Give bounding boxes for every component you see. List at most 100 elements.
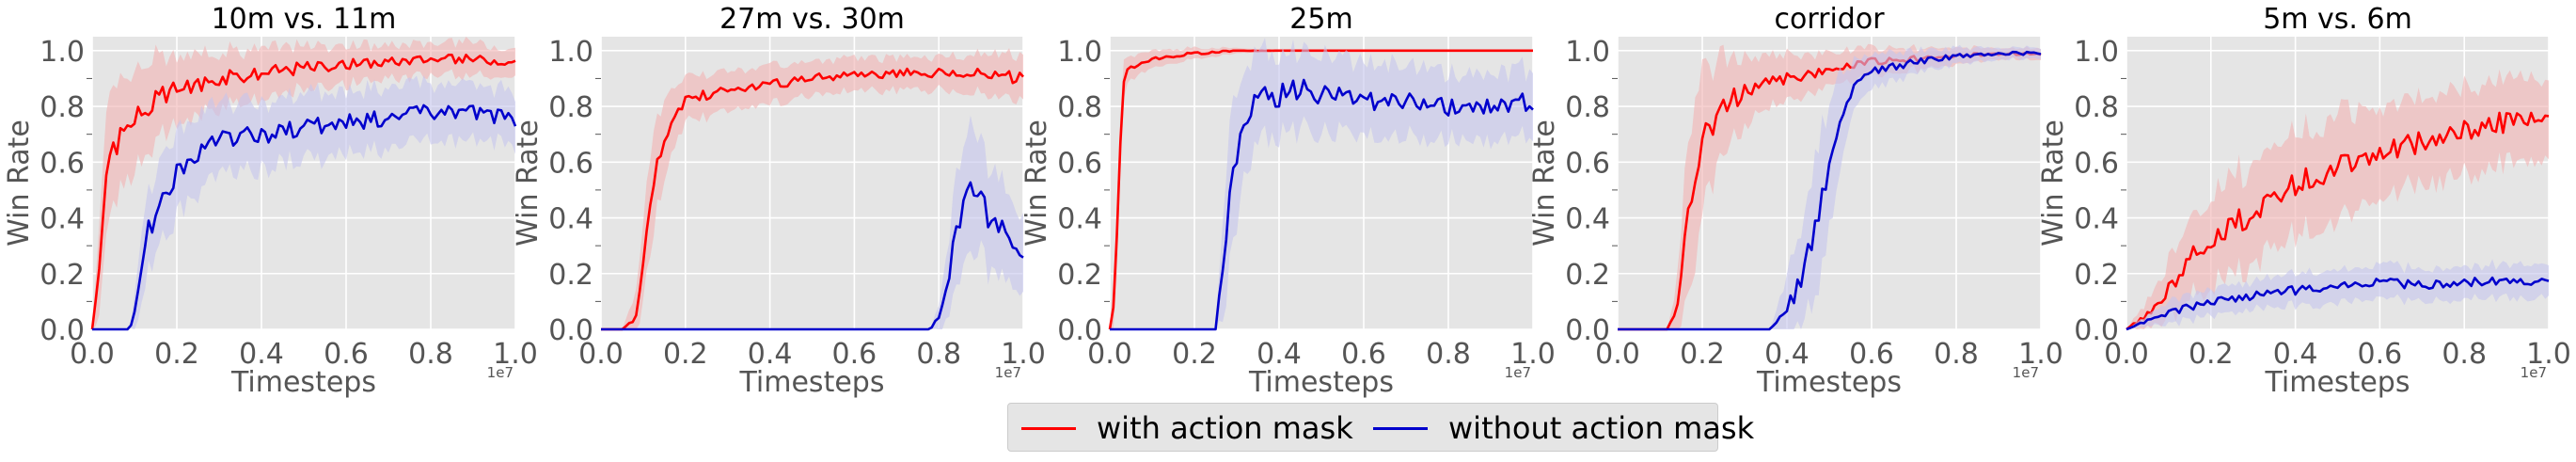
x-tick-label: 0.6 [1341,338,1386,371]
y-tick-label: 1.0 [2074,36,2119,69]
legend-item-with-mask: with action mask [1021,410,1353,446]
y-tick-label: 1.0 [1057,36,1102,69]
y-axis-label: Win Rate [1528,119,1561,247]
y-tick-label: 0.0 [2074,314,2119,347]
y-tick-label: 0.0 [40,314,85,347]
x-tick-label: 0.2 [2189,338,2234,371]
legend-item-without-mask: without action mask [1373,410,1755,446]
x-multiplier-label: 1e7 [2013,364,2039,381]
y-tick-label: 0.4 [40,203,85,236]
x-axis-label: Timesteps [739,366,885,399]
x-axis-label: Timesteps [2265,366,2410,399]
series-band-0 [2126,69,2549,329]
y-tick-label: 0.0 [548,314,593,347]
x-tick-label: 0.6 [1849,338,1894,371]
series-band-1 [1618,44,2041,330]
x-tick-label: 0.4 [1256,338,1302,371]
x-tick-label: 1.0 [2018,338,2063,371]
y-tick-label: 0.2 [2074,259,2119,292]
y-tick-label: 0.6 [40,147,85,180]
x-axis-label: Timesteps [230,366,376,399]
series-line-0 [90,54,516,330]
y-tick-label: 0.6 [548,147,593,180]
y-tick-label: 0.8 [548,91,593,124]
chart-title: 5m vs. 6m [2263,3,2412,36]
y-tick-label: 0.0 [1057,314,1102,347]
x-multiplier-label: 1e7 [487,364,514,381]
x-tick-label: 0.0 [2104,338,2149,371]
series-band-0 [92,37,515,329]
series-band-0 [1618,43,2041,330]
y-tick-label: 0.2 [1057,259,1102,292]
y-tick-label: 0.0 [1565,314,1610,347]
chart-title: corridor [1774,3,1885,36]
y-tick-label: 0.8 [1565,91,1610,124]
series-line-0 [1108,49,1533,330]
x-tick-label: 0.4 [239,338,284,371]
x-tick-label: 0.0 [70,338,115,371]
x-multiplier-label: 1e7 [1505,364,1531,381]
x-tick-label: 0.2 [663,338,708,371]
chart-title: 25m [1289,3,1352,36]
y-tick-label: 0.2 [548,259,593,292]
y-tick-label: 1.0 [548,36,593,69]
x-tick-label: 1.0 [1510,338,1556,371]
y-tick-label: 0.4 [1565,203,1610,236]
x-tick-label: 1.0 [1001,338,1046,371]
legend: with action mask without action mask [1007,403,1754,452]
x-tick-label: 0.0 [578,338,624,371]
chart-title: 27m vs. 30m [719,3,905,36]
x-axis-label: Timesteps [1756,366,1902,399]
x-tick-label: 0.4 [748,338,793,371]
series-band-1 [601,115,1023,329]
series-line-1 [92,104,517,331]
x-tick-label: 0.2 [154,338,199,371]
x-tick-label: 0.8 [1426,338,1471,371]
legend-label-with-mask: with action mask [1097,410,1353,446]
chart-title: 10m vs. 11m [212,3,397,36]
x-tick-label: 0.2 [1680,338,1725,371]
series-line-0 [601,67,1024,331]
x-tick-label: 0.2 [1172,338,1217,371]
series-line-1 [601,181,1024,331]
y-tick-label: 1.0 [40,36,85,69]
x-tick-label: 0.6 [832,338,877,371]
legend-label-without-mask: without action mask [1448,410,1755,446]
x-multiplier-label: 1e7 [995,364,1021,381]
y-tick-label: 0.2 [40,259,85,292]
x-multiplier-label: 1e7 [2521,364,2547,381]
y-tick-label: 0.4 [1057,203,1102,236]
x-tick-label: 0.6 [2358,338,2403,371]
y-tick-label: 0.4 [2074,203,2119,236]
series-line-1 [1110,78,1534,331]
y-tick-label: 0.6 [2074,147,2119,180]
series-band-1 [92,74,515,330]
series-band-1 [2126,259,2549,329]
y-axis-label: Win Rate [2037,119,2070,247]
series-line-0 [2126,111,2550,331]
x-tick-label: 0.8 [916,338,961,371]
x-tick-label: 0.8 [2442,338,2487,371]
y-tick-label: 0.2 [1565,259,1610,292]
y-tick-label: 0.8 [1057,91,1102,124]
x-tick-label: 1.0 [2526,338,2571,371]
x-tick-label: 0.4 [2273,338,2318,371]
x-axis-label: Timesteps [1248,366,1394,399]
y-axis-label: Win Rate [1020,119,1053,247]
legend-swatch-with-mask [1021,426,1076,430]
y-tick-label: 0.8 [2074,91,2119,124]
series-band-1 [1110,38,1533,330]
x-tick-label: 0.6 [324,338,369,371]
x-tick-label: 0.4 [1764,338,1810,371]
y-tick-label: 0.8 [40,91,85,124]
legend-swatch-without-mask [1373,426,1428,430]
x-tick-label: 0.8 [1934,338,1979,371]
x-tick-label: 1.0 [493,338,538,371]
x-tick-label: 0.8 [408,338,453,371]
y-tick-label: 1.0 [1565,36,1610,69]
series-band-0 [601,48,1023,329]
y-tick-label: 0.6 [1057,147,1102,180]
series-line-1 [2126,276,2550,331]
y-axis-label: Win Rate [512,119,545,247]
